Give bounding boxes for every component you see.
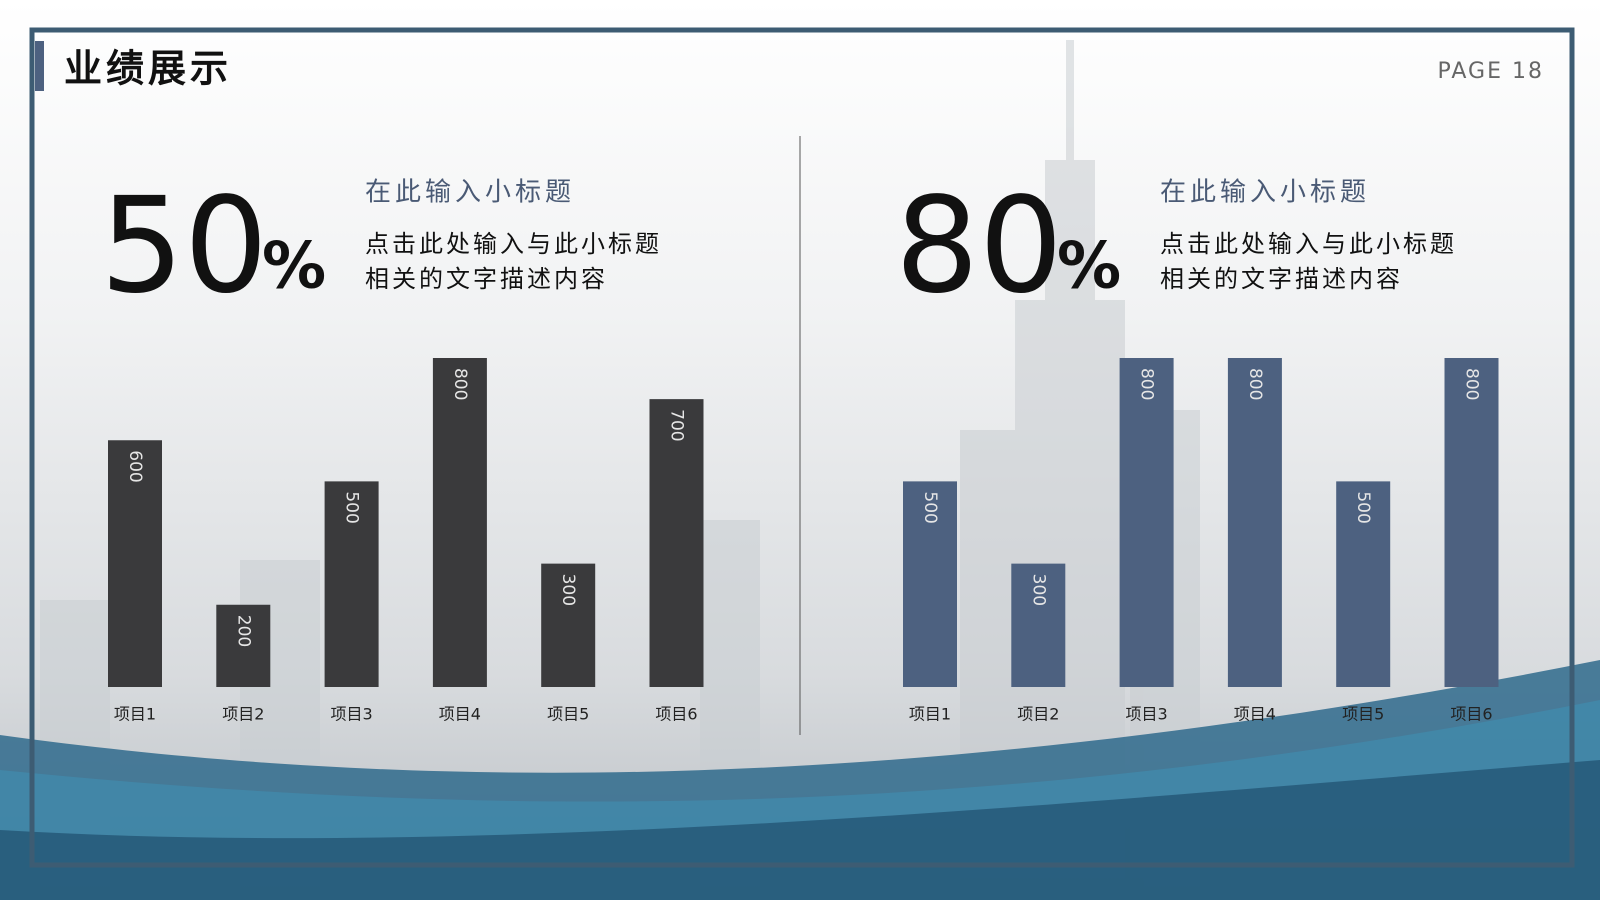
subtitle: 在此输入小标题 — [365, 178, 575, 208]
description: 相关的文字描述内容 — [1160, 265, 1403, 293]
stat-number: 50 — [100, 169, 268, 323]
value-label: 800 — [1137, 368, 1157, 400]
value-label: 800 — [450, 368, 470, 400]
stat-unit: % — [262, 230, 326, 304]
x-tick-label: 项目3 — [331, 705, 373, 724]
x-tick-label: 项目1 — [114, 705, 156, 724]
bar — [1119, 358, 1174, 687]
bar — [1011, 563, 1066, 687]
x-tick-label: 项目5 — [1342, 705, 1384, 724]
x-tick-label: 项目2 — [1017, 705, 1059, 724]
x-tick-label: 项目3 — [1126, 705, 1168, 724]
page-number: PAGE 18 — [1438, 59, 1544, 84]
x-tick-label: 项目4 — [1234, 705, 1276, 724]
value-label: 300 — [558, 574, 578, 606]
value-label: 600 — [125, 450, 145, 482]
bar — [108, 440, 162, 687]
x-tick-label: 项目1 — [909, 705, 951, 724]
value-label: 800 — [1462, 368, 1482, 400]
bar — [324, 481, 379, 687]
subtitle: 在此输入小标题 — [1160, 178, 1370, 208]
bar — [1444, 358, 1499, 687]
bar — [216, 604, 271, 687]
bar — [1227, 358, 1282, 687]
value-label: 500 — [1353, 491, 1373, 523]
bar — [432, 358, 487, 687]
bar — [1336, 481, 1391, 687]
description: 相关的文字描述内容 — [365, 265, 608, 293]
value-label: 200 — [233, 615, 253, 647]
description: 点击此处输入与此小标题 — [365, 230, 662, 258]
description: 点击此处输入与此小标题 — [1160, 230, 1457, 258]
value-label: 500 — [920, 491, 940, 523]
bar — [649, 399, 704, 687]
value-label: 700 — [667, 409, 687, 441]
value-label: 500 — [342, 491, 362, 523]
stat-number: 80 — [895, 169, 1063, 323]
x-tick-label: 项目6 — [655, 705, 697, 724]
bar — [541, 563, 596, 687]
stat-unit: % — [1057, 230, 1121, 304]
x-tick-label: 项目6 — [1450, 705, 1492, 724]
frame — [29, 27, 1575, 868]
x-tick-label: 项目2 — [222, 705, 264, 724]
x-tick-label: 项目4 — [439, 705, 481, 724]
title: 业绩展示 — [64, 47, 232, 91]
x-tick-label: 项目5 — [547, 705, 589, 724]
bar — [903, 481, 957, 687]
value-label: 300 — [1028, 574, 1048, 606]
title-accent — [35, 41, 44, 91]
value-label: 800 — [1245, 368, 1265, 400]
